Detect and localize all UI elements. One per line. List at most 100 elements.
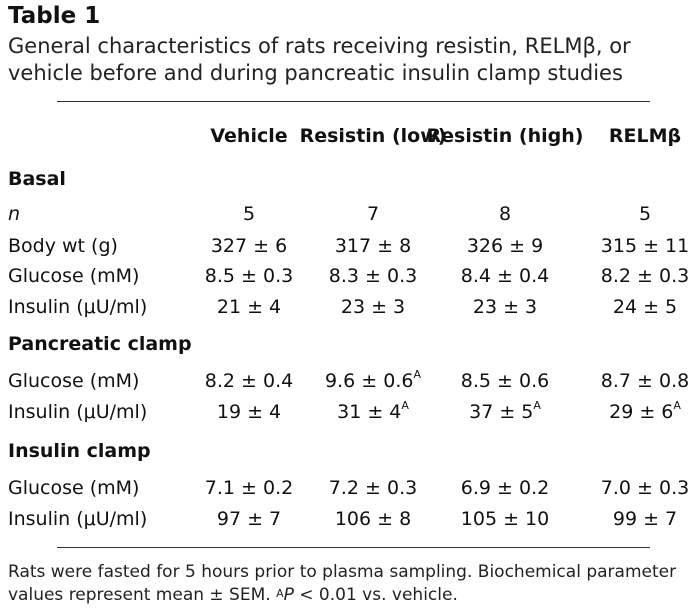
row-label: Insulin (μU/ml) bbox=[8, 296, 148, 318]
section-header: Basal bbox=[0, 168, 700, 198]
cell-value: 317 ± 8 bbox=[334, 235, 412, 257]
column-header-vehicle: Vehicle bbox=[210, 125, 288, 147]
significance-marker: A bbox=[673, 399, 681, 412]
table-row: Body wt (g) 327 ± 6 317 ± 8 326 ± 9 315 ± 11 bbox=[0, 235, 700, 265]
table-row: Glucose (mM) 8.5 ± 0.3 8.3 ± 0.3 8.4 ± 0.4 8… bbox=[0, 265, 700, 295]
table-cell: 99 ± 7 bbox=[613, 508, 677, 530]
cell-value: 7.1 ± 0.2 bbox=[204, 477, 294, 499]
cell-value: 6.9 ± 0.2 bbox=[460, 477, 550, 499]
cell-value: 5 bbox=[242, 203, 256, 225]
column-header-resistin-low: Resistin (low) bbox=[299, 125, 447, 147]
table-cell: 7.1 ± 0.2 bbox=[205, 477, 293, 499]
cell-value: 8.2 ± 0.3 bbox=[600, 265, 690, 287]
cell-value: 37 ± 5 bbox=[469, 401, 534, 423]
cell-value: 9.6 ± 0.6 bbox=[325, 370, 414, 392]
table-row: Insulin (μU/ml) 19 ± 4 31 ± 4A 37 ± 5A 29 ± … bbox=[0, 399, 700, 431]
table-row: Insulin (μU/ml) 21 ± 4 23 ± 3 23 ± 3 24 ± 5 bbox=[0, 296, 700, 326]
cell-value: 8.5 ± 0.3 bbox=[204, 265, 294, 287]
cell-value: 8.2 ± 0.4 bbox=[204, 370, 294, 392]
cell-value: 7.2 ± 0.3 bbox=[328, 477, 418, 499]
footnote-threshold: < 0.01 vs. vehicle. bbox=[293, 585, 458, 605]
table-cell: 8 bbox=[499, 203, 511, 225]
cell-value: 326 ± 9 bbox=[466, 235, 544, 257]
footnote-text: Rats were fasted for 5 hours prior to pl… bbox=[8, 562, 677, 605]
row-label: Glucose (mM) bbox=[8, 477, 140, 499]
top-rule bbox=[57, 101, 650, 102]
table-cell: 8.2 ± 0.3 bbox=[601, 265, 689, 287]
cell-value: 8.5 ± 0.6 bbox=[460, 370, 550, 392]
bottom-rule bbox=[57, 547, 650, 548]
table-cell: 8.3 ± 0.3 bbox=[329, 265, 417, 287]
significance-marker: A bbox=[413, 368, 421, 381]
cell-value: 97 ± 7 bbox=[216, 508, 282, 530]
cell-value: 7 bbox=[366, 203, 380, 225]
table-cell: 106 ± 8 bbox=[335, 508, 411, 530]
table-cell: 317 ± 8 bbox=[335, 235, 411, 257]
cell-value: 105 ± 10 bbox=[460, 508, 550, 530]
table-cell: 5 bbox=[243, 203, 255, 225]
row-label: Body wt (g) bbox=[8, 235, 118, 257]
cell-value: 23 ± 3 bbox=[340, 296, 406, 318]
row-label: n bbox=[8, 203, 21, 225]
table-row: Glucose (mM) 7.1 ± 0.2 7.2 ± 0.3 6.9 ± 0.2 7… bbox=[0, 477, 700, 507]
cell-value: 8.3 ± 0.3 bbox=[328, 265, 418, 287]
table-cell: 23 ± 3 bbox=[341, 296, 405, 318]
table-row: Glucose (mM) 8.2 ± 0.4 9.6 ± 0.6A 8.5 ± 0.6… bbox=[0, 368, 700, 400]
cell-value: 24 ± 5 bbox=[612, 296, 678, 318]
table-cell: 8.2 ± 0.4 bbox=[205, 370, 293, 392]
table-cell: 105 ± 10 bbox=[461, 508, 549, 530]
cell-value: 106 ± 8 bbox=[334, 508, 412, 530]
row-label: Insulin (μU/ml) bbox=[8, 508, 148, 530]
table-cell: 7.0 ± 0.3 bbox=[601, 477, 689, 499]
table-cell: 326 ± 9 bbox=[467, 235, 543, 257]
table-cell: 8.5 ± 0.6 bbox=[461, 370, 549, 392]
table-cell: 5 bbox=[639, 203, 651, 225]
column-header-row: Vehicle Resistin (low) Resistin (high) R… bbox=[0, 125, 700, 155]
table-caption: General characteristics of rats receivin… bbox=[8, 34, 631, 85]
table-cell: 6.9 ± 0.2 bbox=[461, 477, 549, 499]
significance-marker: A bbox=[533, 399, 541, 412]
section-title: Insulin clamp bbox=[8, 440, 151, 462]
cell-value: 8 bbox=[498, 203, 512, 225]
cell-value: 315 ± 11 bbox=[600, 235, 690, 257]
significance-marker: A bbox=[401, 399, 409, 412]
table-row: n 5 7 8 5 bbox=[0, 203, 700, 233]
row-label: Glucose (mM) bbox=[8, 265, 140, 287]
section-title: Pancreatic clamp bbox=[8, 333, 192, 355]
section-header: Insulin clamp bbox=[0, 440, 700, 470]
cell-value: 99 ± 7 bbox=[612, 508, 678, 530]
table-cell: 327 ± 6 bbox=[211, 235, 287, 257]
column-header-resistin-high: Resistin (high) bbox=[426, 125, 584, 147]
table-cell: 21 ± 4 bbox=[217, 296, 281, 318]
cell-value: 7.0 ± 0.3 bbox=[600, 477, 690, 499]
cell-value: 8.4 ± 0.4 bbox=[460, 265, 550, 287]
row-label: Insulin (μU/ml) bbox=[8, 401, 148, 423]
table-cell: 97 ± 7 bbox=[217, 508, 281, 530]
section-header: Pancreatic clamp bbox=[0, 333, 700, 363]
cell-value: 31 ± 4 bbox=[337, 401, 402, 423]
table-cell: 8.5 ± 0.3 bbox=[205, 265, 293, 287]
table-cell: 7 bbox=[367, 203, 379, 225]
cell-value: 327 ± 6 bbox=[210, 235, 288, 257]
table-cell: 29 ± 6A bbox=[609, 399, 681, 423]
cell-value: 23 ± 3 bbox=[472, 296, 538, 318]
table-cell: 23 ± 3 bbox=[473, 296, 537, 318]
column-header-relmb: RELMβ bbox=[608, 125, 682, 147]
cell-value: 19 ± 4 bbox=[216, 401, 282, 423]
table-cell: 9.6 ± 0.6A bbox=[325, 368, 421, 392]
table-cell: 315 ± 11 bbox=[601, 235, 689, 257]
footnote-marker: A bbox=[276, 587, 284, 600]
row-label: Glucose (mM) bbox=[8, 370, 140, 392]
table-cell: 7.2 ± 0.3 bbox=[329, 477, 417, 499]
table-title: Table 1 bbox=[8, 3, 101, 29]
cell-value: 8.7 ± 0.8 bbox=[600, 370, 690, 392]
table-cell: 8.7 ± 0.8 bbox=[601, 370, 689, 392]
table-footnote: Rats were fasted for 5 hours prior to pl… bbox=[8, 561, 696, 607]
table-cell: 24 ± 5 bbox=[613, 296, 677, 318]
table-cell: 37 ± 5A bbox=[469, 399, 541, 423]
cell-value: 29 ± 6 bbox=[609, 401, 674, 423]
footnote-p: P bbox=[283, 585, 294, 605]
table-cell: 31 ± 4A bbox=[337, 399, 409, 423]
table-row: Insulin (μU/ml) 97 ± 7 106 ± 8 105 ± 10 99 ±… bbox=[0, 508, 700, 538]
cell-value: 5 bbox=[638, 203, 652, 225]
